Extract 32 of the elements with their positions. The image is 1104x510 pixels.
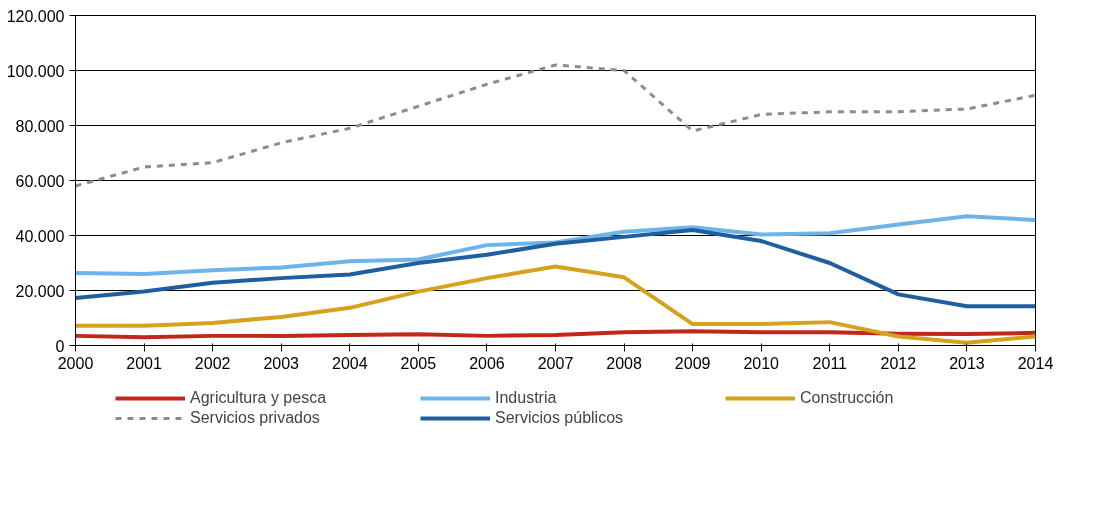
y-tick-label: 60.000 [15, 172, 65, 190]
y-tick-label: 0 [55, 337, 65, 355]
line-series [75, 214, 1036, 276]
legend-label: Agricultura y pesca [190, 389, 328, 407]
x-tick-label: 2001 [126, 354, 162, 372]
line-series [75, 329, 1036, 340]
x-tick-label: 2013 [949, 354, 985, 372]
line-series [75, 264, 1036, 345]
legend-label: Construcción [800, 389, 895, 407]
x-tick-label: 2006 [469, 354, 505, 372]
x-tick-label: 2000 [57, 354, 94, 372]
y-tick-label: 80.000 [15, 117, 65, 135]
x-tick-label: 2014 [1017, 354, 1054, 372]
x-tick-label: 2008 [606, 354, 642, 372]
x-tick-label: 2004 [331, 354, 368, 372]
line-series [75, 228, 1036, 309]
x-tick-label: 2010 [743, 354, 780, 372]
x-tick-label: 2003 [263, 354, 300, 372]
y-tick-label: 120.000 [6, 7, 65, 25]
legend-label: Servicios privados [190, 409, 321, 427]
x-tick-label: 2009 [674, 354, 711, 372]
y-tick-label: 100.000 [6, 62, 65, 80]
y-tick-label: 40.000 [15, 227, 65, 245]
y-tick-label: 20.000 [15, 282, 65, 300]
x-tick-label: 2002 [194, 354, 231, 372]
legend-label: Industria [495, 389, 558, 407]
x-tick-label: 2012 [880, 354, 917, 372]
x-tick-label: 2011 [812, 354, 848, 372]
x-tick-label: 2007 [537, 354, 574, 372]
x-tick-label: 2005 [400, 354, 437, 372]
legend-label: Servicios públicos [495, 409, 625, 427]
line-series [75, 63, 1036, 188]
